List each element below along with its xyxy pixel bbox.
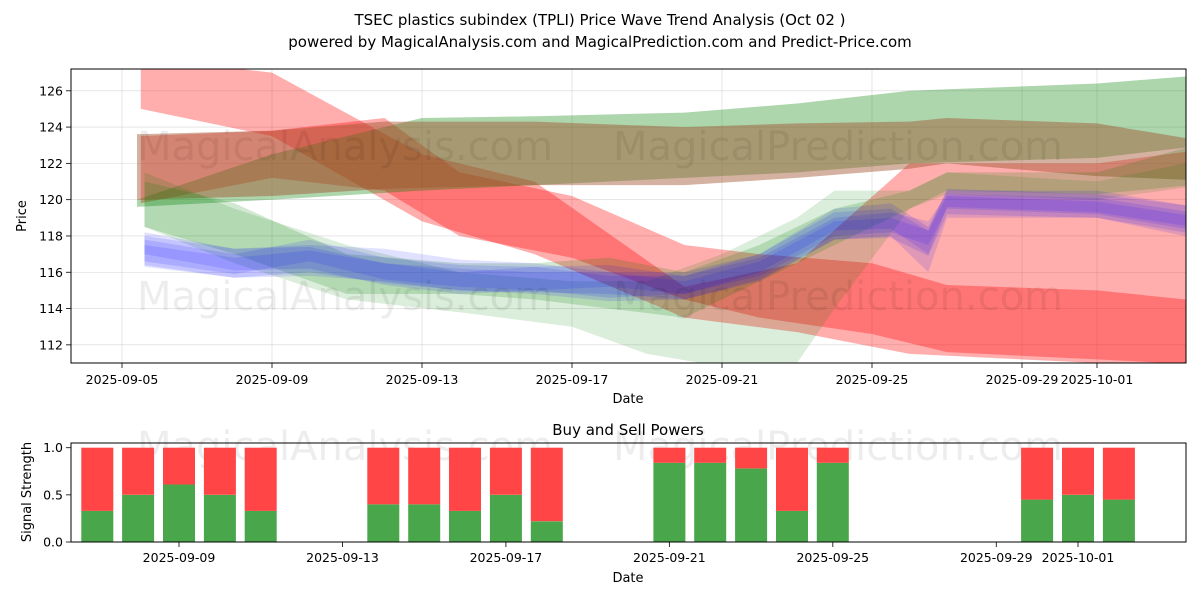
wave-band-blue [144, 196, 1186, 300]
sell-bar [408, 447, 441, 505]
sell-bar [694, 447, 727, 463]
x-tick-label: 2025-09-29 [960, 550, 1033, 565]
y-tick-label: 122 [39, 156, 63, 171]
chart-title: TSEC plastics subindex (TPLI) Price Wave… [353, 11, 845, 29]
wave-band-green [137, 76, 1186, 207]
sell-bar [163, 447, 195, 485]
buy-bar [244, 510, 277, 542]
signal-x-ticks: 2025-09-09 2025-09-13 2025-09-17 2025-09-21… [143, 542, 1115, 565]
buy-bar [1062, 494, 1094, 542]
y-tick-label: 114 [39, 301, 63, 316]
buy-bar [694, 462, 727, 542]
buy-bar [163, 484, 195, 542]
sell-bar [449, 447, 481, 511]
sell-bar [367, 447, 400, 505]
chart-subtitle: powered by MagicalAnalysis.com and Magic… [288, 33, 912, 51]
buy-bar [1021, 499, 1054, 542]
buy-bar [776, 510, 808, 542]
x-tick-label: 2025-10-01 [1061, 372, 1134, 387]
wave-band-green [144, 163, 1186, 363]
x-tick-label: 2025-09-17 [470, 550, 543, 565]
x-tick-label: 2025-09-09 [143, 550, 216, 565]
x-tick-label: 2025-09-09 [236, 372, 309, 387]
y-tick-label: 124 [39, 120, 63, 135]
price-x-label: Date [612, 392, 643, 407]
wave-band-green [144, 147, 1186, 318]
y-tick-label: 0.0 [43, 535, 63, 550]
y-tick-label: 126 [39, 83, 63, 98]
sell-bar [489, 447, 522, 495]
buy-bar [653, 462, 686, 542]
buy-bar [1102, 499, 1135, 542]
x-tick-label: 2025-09-25 [796, 550, 869, 565]
buy-bar [203, 494, 236, 542]
buy-bar [122, 494, 155, 542]
signal-y-label: Signal Strength [20, 442, 35, 542]
price-watermarks: MagicalAnalysis.com MagicalPrediction.com… [137, 124, 1063, 320]
sell-bar [203, 447, 236, 495]
x-tick-label: 2025-09-29 [986, 372, 1059, 387]
sell-bar [1021, 447, 1054, 500]
signal-panel: Buy and Sell Powers MagicalAnalysis.com M… [20, 421, 1187, 586]
wave-band-red [140, 118, 1186, 363]
x-tick-label: 2025-09-21 [686, 372, 759, 387]
buy-bar [408, 504, 441, 542]
x-tick-label: 2025-09-21 [633, 550, 706, 565]
wave-band-blue [144, 194, 1186, 294]
wave-band-red [140, 69, 1186, 363]
buy-bar [735, 468, 768, 542]
watermark-text: MagicalAnalysis.com [137, 274, 553, 320]
signal-panel-title: Buy and Sell Powers [552, 421, 704, 439]
x-tick-label: 2025-09-17 [536, 372, 609, 387]
sell-bar [735, 447, 768, 469]
price-y-ticks: 112 114 116 118 120 122 124 126 [39, 83, 71, 352]
x-tick-label: 2025-09-13 [306, 550, 379, 565]
buy-bar [449, 510, 481, 542]
price-bands [137, 69, 1186, 363]
wave-band-blue [144, 188, 1186, 298]
watermark-text: MagicalPrediction.com [613, 274, 1063, 320]
price-y-label: Price [15, 200, 30, 232]
x-tick-label: 2025-09-05 [86, 372, 159, 387]
y-tick-label: 0.5 [43, 487, 63, 502]
buy-bar [81, 510, 114, 542]
x-tick-label: 2025-09-25 [836, 372, 909, 387]
price-plot-frame [70, 68, 1187, 364]
buy-bar [530, 521, 563, 542]
signal-bars [81, 447, 1135, 542]
sell-bar [1062, 447, 1094, 495]
price-grid [71, 69, 1186, 363]
signal-x-label: Date [612, 571, 643, 586]
price-wave-panel: MagicalAnalysis.com MagicalPrediction.com… [15, 68, 1187, 407]
buy-bar [367, 504, 400, 542]
y-tick-label: 120 [39, 192, 63, 207]
wave-band-blue [144, 190, 1186, 302]
y-tick-label: 116 [39, 265, 63, 280]
sell-bar [653, 447, 686, 463]
y-tick-label: 118 [39, 228, 63, 243]
sell-bar [81, 447, 114, 511]
sell-bar [530, 447, 563, 522]
signal-watermarks: MagicalAnalysis.com MagicalPrediction.com [137, 424, 1063, 470]
sell-bar [816, 447, 849, 463]
x-tick-label: 2025-09-13 [386, 372, 459, 387]
x-tick-label: 2025-10-01 [1042, 550, 1115, 565]
watermark-text: MagicalAnalysis.com [137, 124, 553, 170]
wave-band-brown [137, 118, 1186, 200]
sell-bar [122, 447, 155, 495]
buy-bar [816, 462, 849, 542]
sell-bar [776, 447, 808, 511]
signal-plot-frame [70, 442, 1187, 543]
price-x-ticks: 2025-09-05 2025-09-09 2025-09-13 2025-09-17… [86, 363, 1134, 387]
sell-bar [244, 447, 277, 511]
y-tick-label: 112 [39, 337, 63, 352]
watermark-text: MagicalPrediction.com [613, 124, 1063, 170]
sell-bar [1102, 447, 1135, 500]
y-tick-label: 1.0 [43, 440, 63, 455]
buy-bar [489, 494, 522, 542]
signal-y-ticks: 0.0 0.5 1.0 [43, 440, 71, 550]
